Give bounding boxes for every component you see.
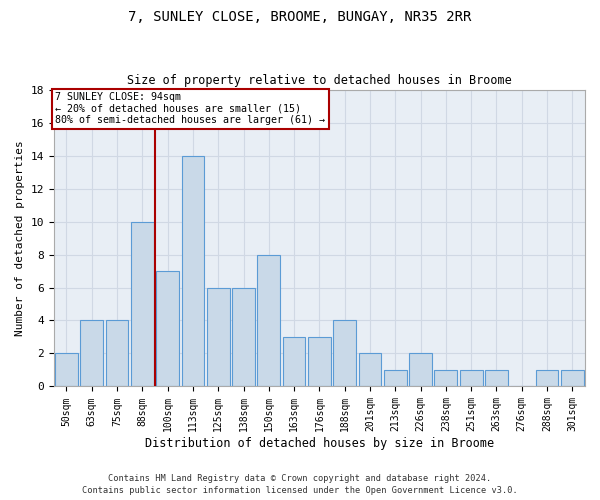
Bar — [434, 370, 457, 386]
Bar — [80, 320, 103, 386]
Bar — [283, 337, 305, 386]
Bar — [536, 370, 559, 386]
Bar — [485, 370, 508, 386]
Bar — [106, 320, 128, 386]
Bar — [156, 271, 179, 386]
Y-axis label: Number of detached properties: Number of detached properties — [15, 140, 25, 336]
Text: 7, SUNLEY CLOSE, BROOME, BUNGAY, NR35 2RR: 7, SUNLEY CLOSE, BROOME, BUNGAY, NR35 2R… — [128, 10, 472, 24]
Bar — [308, 337, 331, 386]
Text: Contains HM Land Registry data © Crown copyright and database right 2024.
Contai: Contains HM Land Registry data © Crown c… — [82, 474, 518, 495]
Bar — [359, 354, 382, 386]
Bar — [131, 222, 154, 386]
Bar — [460, 370, 482, 386]
Bar — [334, 320, 356, 386]
Bar — [561, 370, 584, 386]
Text: 7 SUNLEY CLOSE: 94sqm
← 20% of detached houses are smaller (15)
80% of semi-deta: 7 SUNLEY CLOSE: 94sqm ← 20% of detached … — [55, 92, 325, 125]
Bar — [207, 288, 230, 386]
Bar — [409, 354, 432, 386]
Bar — [55, 354, 78, 386]
Bar — [182, 156, 204, 386]
Title: Size of property relative to detached houses in Broome: Size of property relative to detached ho… — [127, 74, 512, 87]
Bar — [257, 254, 280, 386]
X-axis label: Distribution of detached houses by size in Broome: Distribution of detached houses by size … — [145, 437, 494, 450]
Bar — [232, 288, 255, 386]
Bar — [384, 370, 407, 386]
